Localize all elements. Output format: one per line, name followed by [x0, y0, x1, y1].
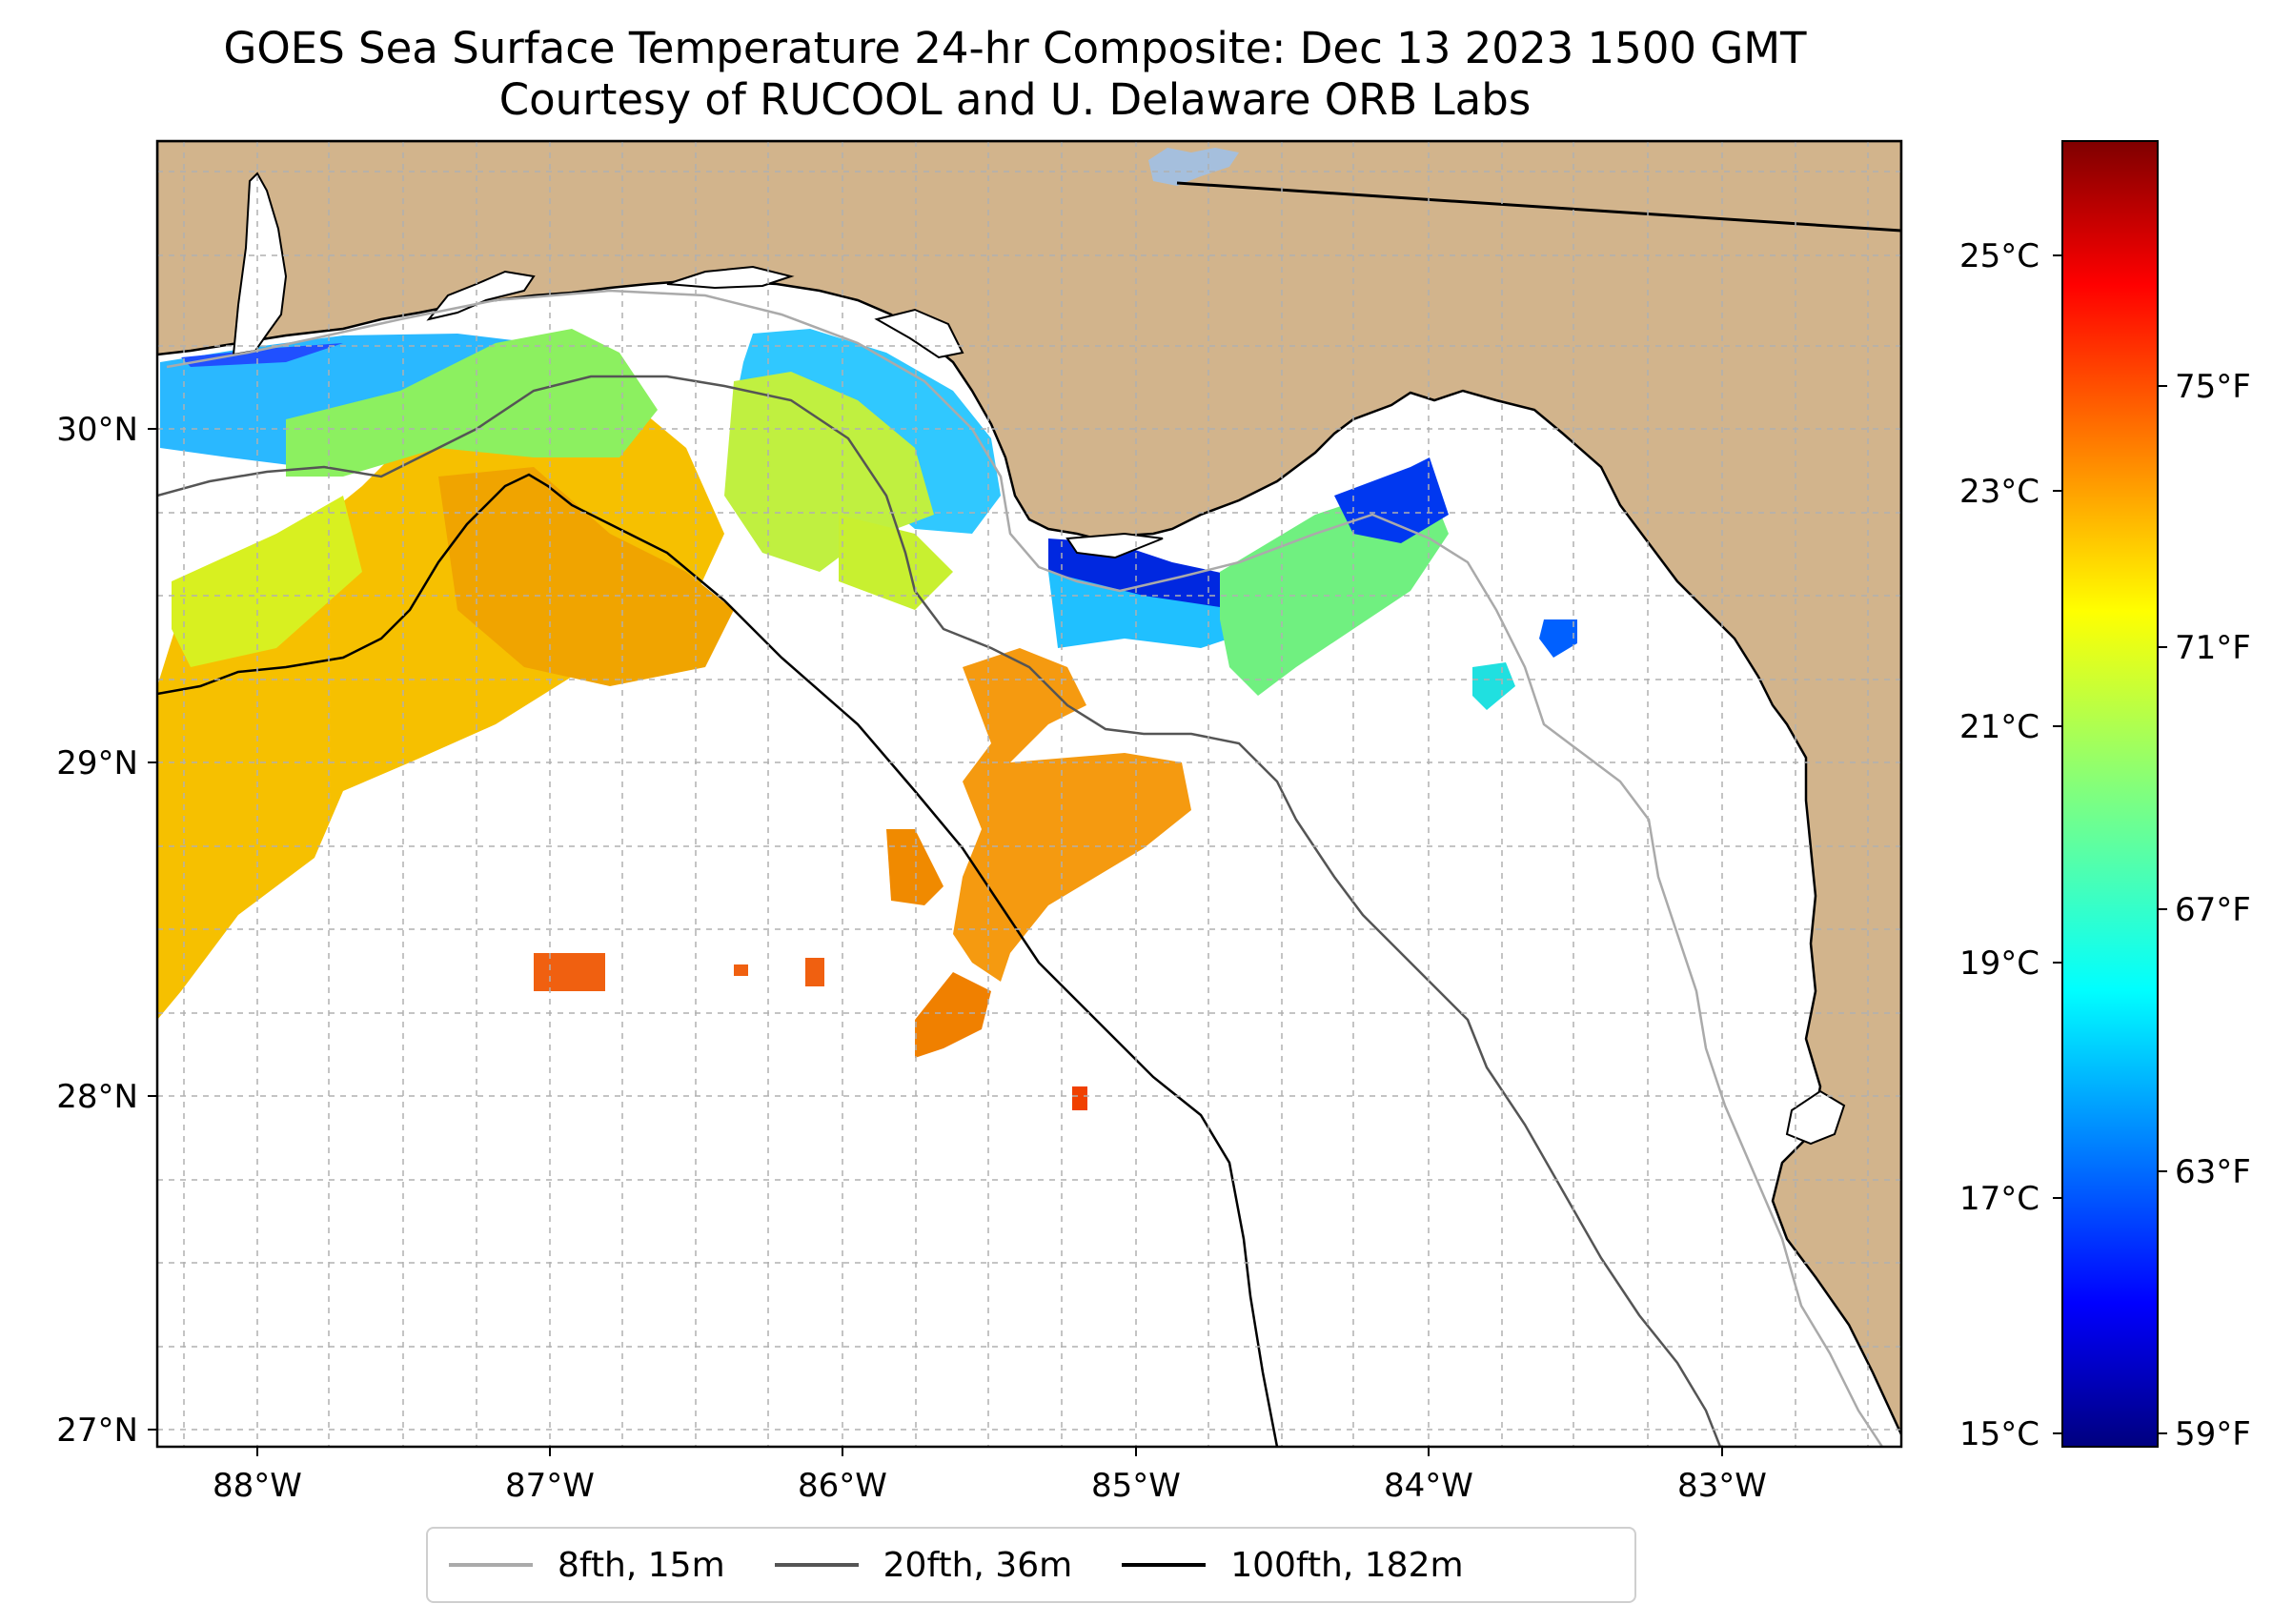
- sst-dot-orange-4: [1072, 1086, 1087, 1110]
- sst-central-orange-patch: [953, 648, 1191, 982]
- legend-label-100fth: 100fth, 182m: [1230, 1545, 1464, 1585]
- sst-central-yellowgreen: [839, 515, 953, 610]
- map-subtitle: Courtesy of RUCOOL and U. Delaware ORB L…: [498, 74, 1532, 125]
- lat-label: 27°N: [56, 1411, 138, 1450]
- mobile-bay: [232, 172, 288, 356]
- fahrenheit-label: 67°F: [2175, 891, 2251, 929]
- map-title: GOES Sea Surface Temperature 24-hr Compo…: [223, 23, 1807, 73]
- sst-small-blue-patch: [1539, 619, 1577, 658]
- fahrenheit-label: 63°F: [2175, 1153, 2251, 1191]
- celsius-label: 17°C: [1959, 1180, 2039, 1218]
- sst-central-orange-lower: [915, 972, 991, 1058]
- sst-patches: [157, 329, 1577, 1110]
- legend-line-8fth: [449, 1563, 533, 1567]
- celsius-label: 21°C: [1959, 708, 2039, 746]
- celsius-label: 23°C: [1959, 473, 2039, 511]
- sst-small-orange-patch: [886, 829, 944, 905]
- fahrenheit-ticks: [2158, 385, 2167, 1434]
- lon-label: 86°W: [798, 1467, 887, 1505]
- sst-dot-orange-2: [734, 964, 748, 976]
- legend-entry-8fth: 8fth, 15m: [449, 1546, 725, 1585]
- map-plot-area: [157, 141, 1901, 1447]
- isobath-8fth: [166, 289, 1884, 1447]
- isobath-20fth: [157, 375, 1722, 1447]
- lon-ticks: [256, 1447, 1723, 1456]
- celsius-label: 15°C: [1959, 1415, 2039, 1453]
- lon-label: 87°W: [505, 1467, 595, 1505]
- celsius-label: 19°C: [1959, 944, 2039, 983]
- sst-big-bend-cyan: [1048, 572, 1258, 648]
- sst-dot-orange-3: [805, 958, 824, 986]
- graticule: [157, 141, 1901, 1447]
- lake-seminole: [1148, 148, 1239, 186]
- tampa-bay: [1785, 1089, 1846, 1146]
- lon-label: 83°W: [1677, 1467, 1767, 1505]
- sst-big-bend-blue: [1048, 538, 1239, 610]
- isobath-legend: 8fth, 15m 20fth, 36m 100fth, 182m: [426, 1527, 1636, 1603]
- sst-central-green-patch: [724, 372, 934, 572]
- lat-label: 30°N: [56, 411, 138, 449]
- sst-small-cyan-patch: [1472, 662, 1515, 710]
- legend-label-8fth: 8fth, 15m: [558, 1545, 725, 1585]
- land-north-coast: [157, 141, 1901, 1435]
- sst-nw-green-patch: [286, 329, 658, 477]
- lat-ticks: [148, 428, 157, 1431]
- celsius-label: 25°C: [1959, 237, 2039, 275]
- fahrenheit-label: 59°F: [2175, 1415, 2251, 1453]
- lon-label: 88°W: [213, 1467, 302, 1505]
- celsius-ticks: [2053, 254, 2062, 1434]
- lat-label: 28°N: [56, 1078, 138, 1116]
- sst-big-bend-blue-east: [1334, 457, 1449, 543]
- fahrenheit-label: 71°F: [2175, 629, 2251, 667]
- apalachicola-bay: [1065, 532, 1164, 559]
- colorbar: [2061, 140, 2159, 1448]
- isobath-100fth: [157, 473, 1279, 1447]
- legend-entry-20fth: 20fth, 36m: [774, 1545, 1073, 1585]
- map-frame: [155, 139, 1903, 1449]
- lat-label: 29°N: [56, 744, 138, 782]
- lon-label: 84°W: [1384, 1467, 1473, 1505]
- sst-nw-blue-strip: [181, 343, 343, 367]
- fahrenheit-label: 75°F: [2175, 368, 2251, 406]
- st-andrew-bay: [874, 308, 964, 359]
- sst-shelf-yellowgreen-patch: [172, 496, 362, 667]
- legend-label-20fth: 20fth, 36m: [883, 1545, 1073, 1585]
- sst-core-orange-patch: [438, 467, 734, 686]
- state-boundary: [1176, 181, 1901, 233]
- lon-label: 85°W: [1091, 1467, 1181, 1505]
- legend-entry-100fth: 100fth, 182m: [1122, 1545, 1464, 1585]
- legend-line-20fth: [774, 1563, 859, 1567]
- choctawhatchee-bay: [666, 265, 795, 290]
- sst-dot-orange-1: [534, 953, 605, 991]
- legend-line-100fth: [1122, 1563, 1207, 1567]
